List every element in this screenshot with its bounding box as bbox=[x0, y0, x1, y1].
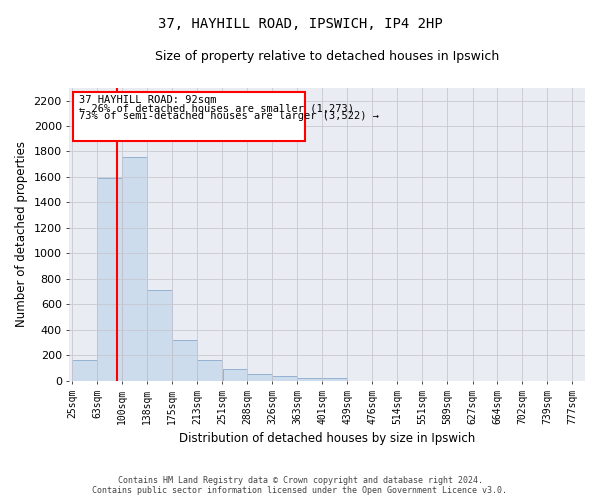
Title: Size of property relative to detached houses in Ipswich: Size of property relative to detached ho… bbox=[155, 50, 499, 63]
FancyBboxPatch shape bbox=[73, 92, 305, 142]
X-axis label: Distribution of detached houses by size in Ipswich: Distribution of detached houses by size … bbox=[179, 432, 475, 445]
Text: ← 26% of detached houses are smaller (1,273): ← 26% of detached houses are smaller (1,… bbox=[79, 103, 353, 113]
Text: Contains HM Land Registry data © Crown copyright and database right 2024.
Contai: Contains HM Land Registry data © Crown c… bbox=[92, 476, 508, 495]
Text: 37 HAYHILL ROAD: 92sqm: 37 HAYHILL ROAD: 92sqm bbox=[79, 95, 216, 105]
Bar bbox=[122, 156, 147, 381]
Bar bbox=[148, 290, 172, 381]
Bar bbox=[322, 378, 347, 381]
Bar bbox=[297, 378, 322, 381]
Bar bbox=[172, 340, 197, 381]
Text: 73% of semi-detached houses are larger (3,522) →: 73% of semi-detached houses are larger (… bbox=[79, 112, 379, 122]
Bar bbox=[272, 376, 297, 381]
Y-axis label: Number of detached properties: Number of detached properties bbox=[15, 142, 28, 328]
Bar bbox=[97, 178, 122, 381]
Bar bbox=[197, 360, 222, 381]
Bar bbox=[72, 360, 97, 381]
Bar bbox=[247, 374, 272, 381]
Text: 37, HAYHILL ROAD, IPSWICH, IP4 2HP: 37, HAYHILL ROAD, IPSWICH, IP4 2HP bbox=[158, 18, 442, 32]
Bar bbox=[223, 370, 247, 381]
